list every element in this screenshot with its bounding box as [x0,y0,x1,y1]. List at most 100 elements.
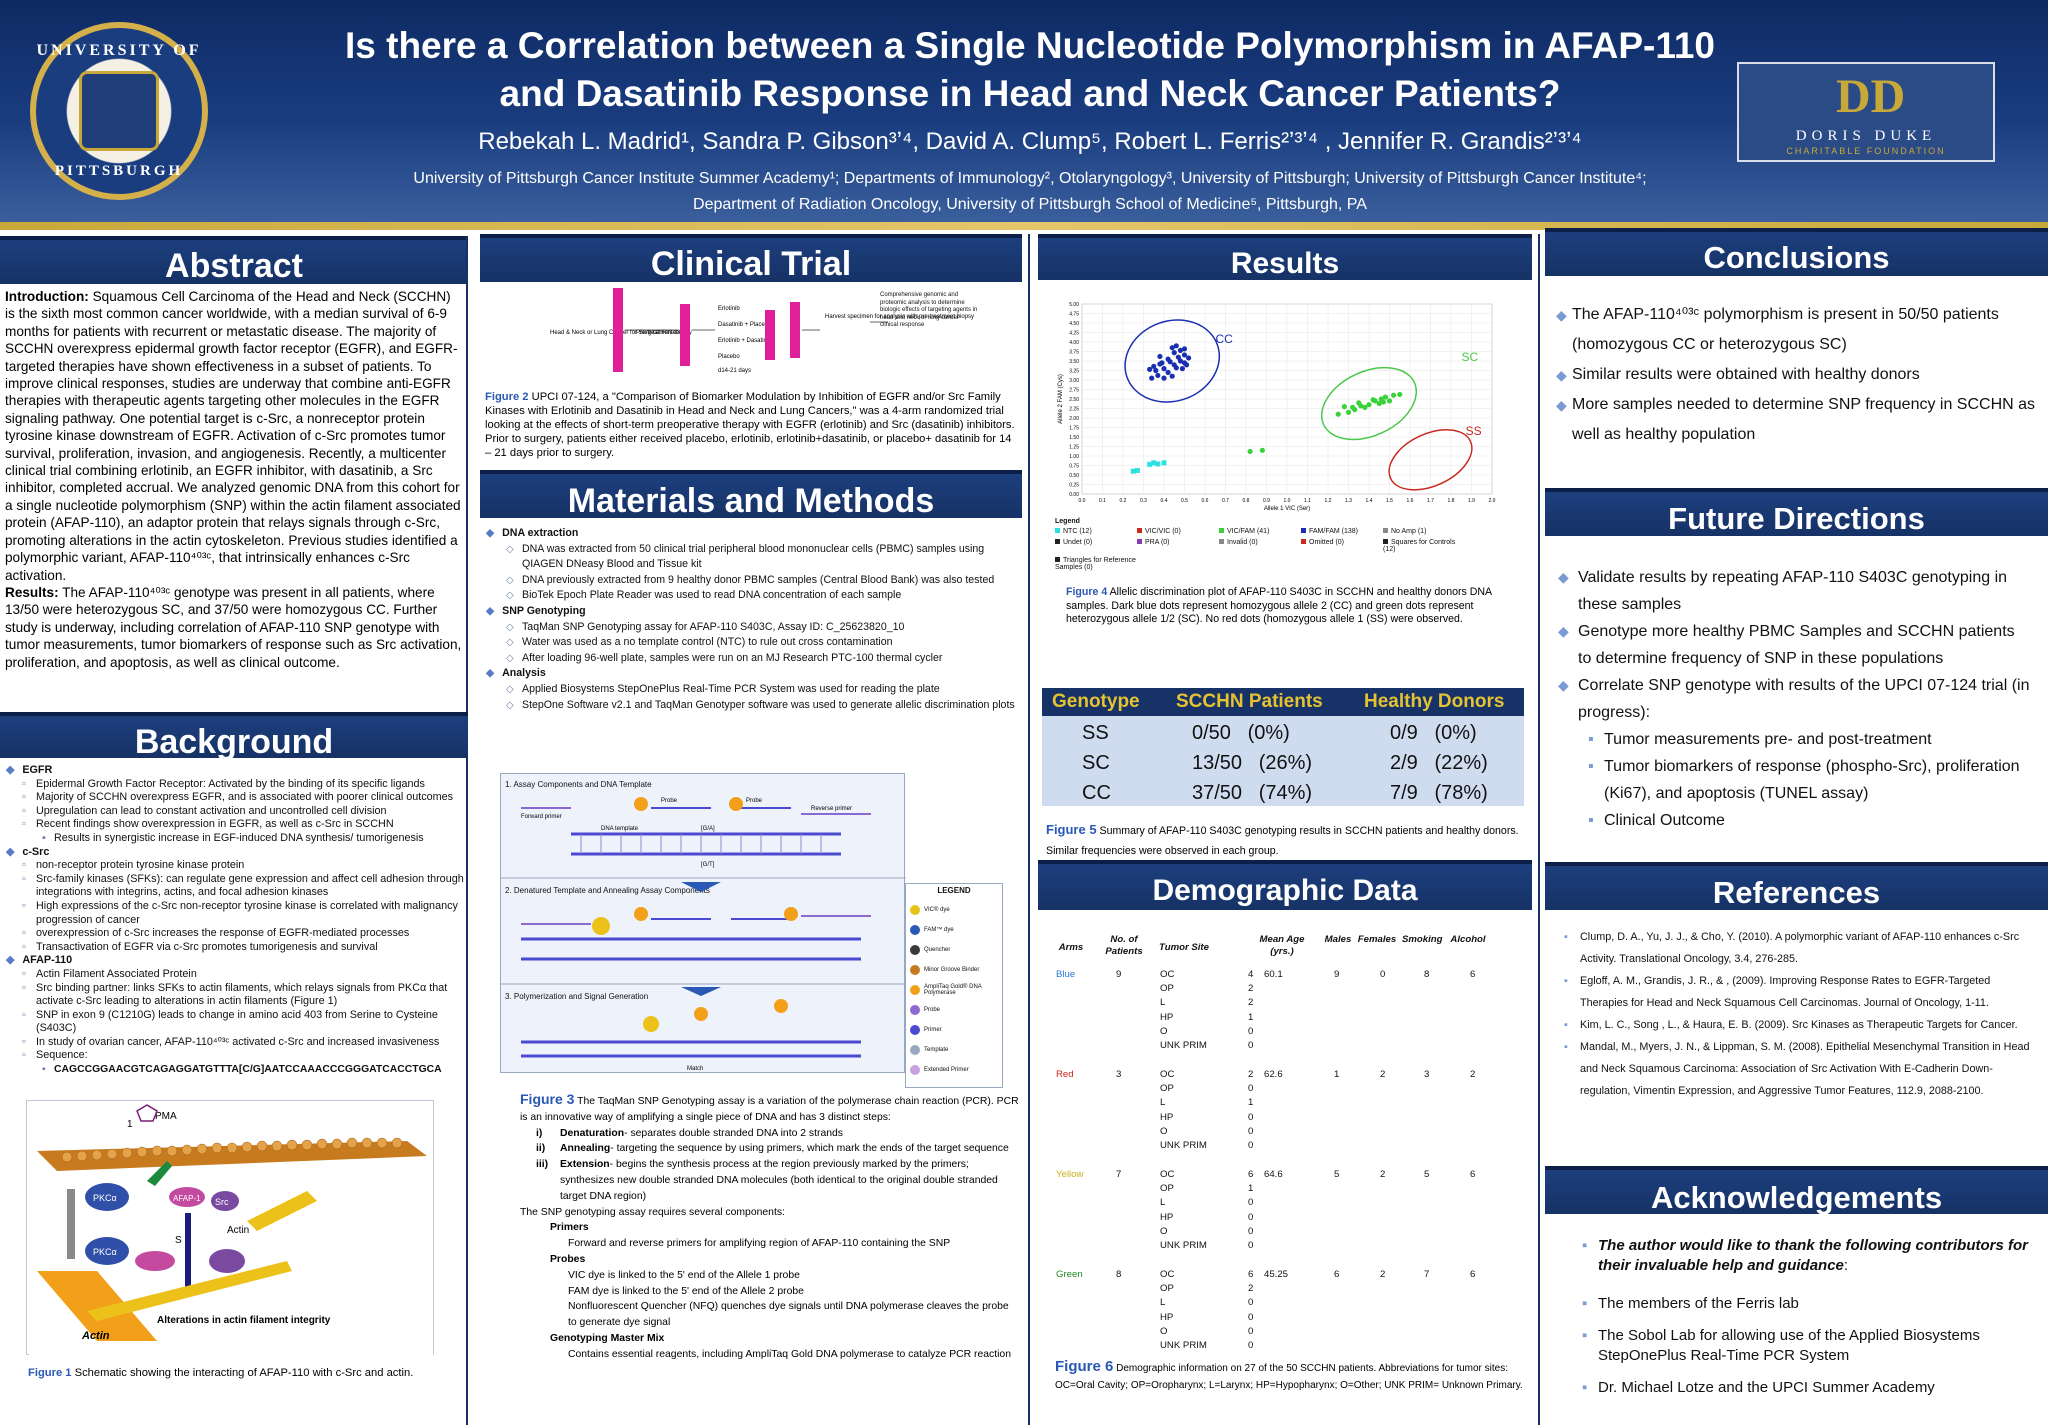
y-tick-label: 3.00 [1069,378,1079,384]
arm-patient-count: 8 [1116,1269,1122,1280]
future-direction-item: Clinical Outcome [1552,807,2032,834]
arm-alcohol: 6 [1470,1269,1476,1280]
fig4-legend-item: NTC (12) [1055,528,1137,535]
abstract-heading: Abstract [0,236,468,285]
fig4-legend-label: FAM/FAM (138) [1309,528,1359,535]
genotype-cell: 37/50 (74%) [1192,782,1313,804]
legend-swatch-icon [1301,539,1306,544]
data-point [1397,391,1403,398]
demographic-header: Tumor Site [1159,942,1209,953]
figure-4-legend: Legend NTC (12) VIC/VIC (0) VIC/FAM (41) FA… [1055,518,1475,571]
y-tick-label: 2.25 [1069,407,1079,413]
fig3-legend-label: Quencher [924,947,951,953]
legend-swatch-icon [1219,539,1224,544]
fig4-legend-label: Omitted (0) [1309,539,1345,546]
data-point [1335,411,1341,417]
genotype-table-header: Genotype SCCHN Patients Healthy Donors [1042,688,1524,716]
figure-4-caption-text: Allelic discrimination plot of AFAP-110 … [1066,586,1492,626]
legend-swatch-icon [1137,539,1142,544]
fig3-component-item: Forward and reverse primers for amplifyi… [568,1238,951,1250]
trial-col2: Pre-treatment biopsy [636,330,692,336]
tumor-site: OP [1160,983,1174,995]
tumor-site-count: 1 [1248,1097,1254,1109]
tumor-site-count: 6 [1248,1169,1254,1180]
background-topic: c-Src [6,846,464,860]
demographic-table: Arms No. of Patients Tumor Site Mean Age (y… [1056,930,1526,1358]
figure-1-afap-label: AFAP-1 [173,1194,201,1203]
figure-5-caption: Figure 5 Summary of AFAP-110 S403C genot… [1046,820,1526,861]
figure-5-caption-label: Figure 5 [1046,822,1097,837]
fig4-legend-label: Squares for Controls (12) [1383,539,1456,553]
references-list: Clump, D. A., Yu, J. J., & Cho, Y. (2010… [1552,926,2032,1102]
data-point [1161,375,1167,381]
fig3-step-name: Annealing [560,1143,611,1155]
figure-2-caption-text: UPCI 07-124, a "Comparison of Biomarker … [485,391,1015,459]
y-axis-label: Allele 2 FAM (Cys) [1058,374,1064,424]
clinical-trial-heading: Clinical Trial [480,234,1022,283]
abstract-text: Introduction: Squamous Cell Carcinoma of… [5,288,463,671]
figure-1-pma-label: PMA [155,1111,177,1122]
seal-top-text: UNIVERSITY OF [36,42,202,59]
arm-alcohol: 6 [1470,1169,1476,1180]
x-tick-label: 1.4 [1366,498,1373,504]
legend-swatch-icon [1301,528,1306,533]
fig3-legend-label: Probe [924,1007,941,1013]
fig3-components-intro: The SNP genotyping assay requires severa… [520,1206,785,1218]
genotype-cell: 2/9 (22%) [1390,752,1488,774]
fig4-legend-label: Undet (0) [1063,539,1093,546]
methods-item: Applied Biosystems StepOnePlus Real-Time… [486,682,1021,698]
title-line-2: and Dasatinib Response in Head and Neck … [499,73,1561,114]
fig3-step-text: - begins the synthesis process at the re… [560,1159,998,1202]
arm-alcohol: 6 [1470,969,1476,980]
y-tick-label: 3.50 [1069,359,1079,365]
y-tick-label: 0.00 [1069,492,1079,498]
data-point [1155,372,1161,379]
x-tick-label: 0.7 [1222,498,1229,504]
tumor-site-count: 1 [1248,1011,1254,1023]
data-point [1173,365,1179,371]
affiliation-line-2: Department of Radiation Oncology, Univer… [693,196,1367,213]
tumor-site: UNK PRIM [1160,1040,1207,1051]
data-point [1259,447,1265,453]
figure-2-diagram: Head & Neck or Lung Cancer for Surgical … [550,288,974,374]
reference-item: Egloff, A. M., Grandis, J. R., & , (2009… [1552,970,2032,1014]
fig3-legend-item: FAM™ dye [910,920,1002,940]
legend-swatch-icon [910,1045,920,1055]
conclusions-heading: Conclusions [1545,228,2048,276]
legend-swatch-icon [1137,528,1142,533]
background-item: Sequence: [6,1049,464,1063]
sc-cluster-outline [1320,366,1418,441]
legend-swatch-icon [1383,539,1388,544]
genotype-cell: SS [1082,722,1109,744]
methods-list: DNA extractionDNA was extracted from 50 … [486,526,1021,713]
arm-males: 1 [1334,1069,1340,1080]
legend-swatch-icon [1055,557,1060,562]
data-point [1147,461,1153,467]
background-topic: EGFR [6,764,464,778]
arm-females: 0 [1380,969,1386,980]
arm-males: 5 [1334,1169,1340,1180]
figure-1-pkc-label-2: PKCα [93,1247,117,1257]
poster-header: UNIVERSITY OF PITTSBURGH Is there a Corr… [0,0,2048,222]
methods-topic: DNA extraction [486,526,1021,542]
fig3-step: iii) Extension- begins the synthesis proc… [520,1157,1020,1204]
arm-smoking: 8 [1424,969,1430,980]
abstract-results-label: Results: [5,584,59,600]
conclusions-list: The AFAP-110⁴⁰³ᶜ polymorphism is present… [1556,300,2036,450]
tumor-site-count: 0 [1248,1040,1254,1051]
arm-name: Red [1056,1069,1074,1080]
background-item: Upregulation can lead to constant activa… [6,805,464,819]
fig3-gt: [G/T] [701,862,715,868]
logo-name: DORIS DUKE [1795,128,1937,144]
tumor-site: L [1160,1197,1166,1209]
tumor-site: OC [1160,969,1175,980]
figure-6-caption-label: Figure 6 [1055,1358,1114,1375]
background-item: Transactivation of EGFR via c-Src promot… [6,941,464,955]
figure-1-actin-label-2: Actin [81,1330,110,1342]
ss-cluster-outline [1388,429,1473,491]
legend-swatch-icon [1055,539,1060,544]
column-border-3 [1538,234,1540,1425]
geno-header-healthy: Healthy Donors [1364,691,1505,712]
data-point [1372,398,1378,404]
genotype-cell: 0/9 (0%) [1390,722,1477,744]
